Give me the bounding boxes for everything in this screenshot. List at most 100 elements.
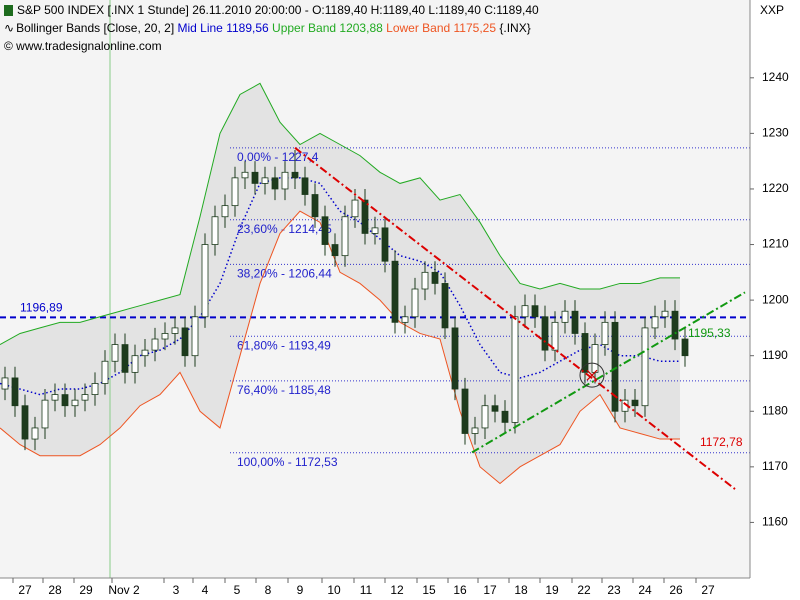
level-label: 0,00% - 1227,4 (237, 150, 319, 164)
h-line-label: 1196,89 (20, 301, 63, 315)
copyright: © www.tradesignalonline.com (4, 39, 162, 53)
x-tick-label: 27 (18, 583, 32, 597)
x-tick-label: 5 (234, 583, 241, 597)
band-line (0, 210, 680, 485)
candle (401, 305, 409, 334)
candle (631, 389, 639, 417)
candle-body (571, 310, 579, 334)
candle (491, 394, 499, 423)
y-tick-label: 1170 (762, 459, 788, 473)
y-tick-label: 1180 (762, 403, 788, 417)
candle-body (541, 316, 549, 351)
candle-body (11, 377, 19, 407)
candle-body (381, 227, 389, 262)
candle (11, 366, 19, 417)
candle (261, 166, 269, 195)
candle (1, 366, 9, 401)
candle (481, 394, 489, 440)
x-tick-label: 10 (327, 583, 341, 597)
x-tick-label: 27 (701, 583, 715, 597)
candle-body (501, 410, 509, 423)
candle-body (311, 194, 319, 218)
candle (181, 316, 189, 367)
candle-body (171, 327, 179, 334)
signal-cross (586, 369, 598, 381)
candle-body (61, 394, 69, 407)
candle-body (31, 427, 39, 440)
candle-body (321, 216, 329, 245)
candle (341, 205, 349, 267)
candle-body (591, 344, 599, 373)
x-axis-background (0, 578, 750, 600)
candle-body (161, 333, 169, 340)
x-tick-label: 16 (453, 583, 467, 597)
candle (651, 305, 659, 340)
candle (311, 183, 319, 228)
candle (51, 383, 59, 412)
candle-body (391, 260, 399, 323)
candle-body (131, 355, 139, 373)
candle-body (441, 283, 449, 329)
legend-entry: Upper Band 1203,88 (272, 21, 383, 35)
candle-body (281, 171, 289, 190)
candle (411, 277, 419, 328)
candle-body (431, 271, 439, 284)
header-title: S&P 500 INDEX [.INX 1 Stunde] 26.11.2010… (17, 3, 539, 17)
x-tick-label: 29 (79, 583, 93, 597)
signal-marker (579, 362, 605, 388)
candle (71, 389, 79, 417)
candle (581, 322, 589, 384)
trend-label: 1172,78 (700, 435, 743, 449)
candle-body (141, 349, 149, 357)
candle (121, 333, 129, 384)
candle-body (371, 227, 379, 234)
x-tick-label: 19 (545, 583, 559, 597)
candle-body (491, 405, 499, 412)
candle-body (411, 288, 419, 318)
candle (21, 394, 29, 451)
candle-body (521, 305, 529, 318)
candle-body (21, 405, 29, 440)
candle (601, 311, 609, 356)
candle-body (111, 344, 119, 362)
candle (211, 205, 219, 256)
candle-body (71, 399, 79, 407)
candle-body (291, 171, 299, 179)
x-tick-label: 24 (638, 583, 652, 597)
candle (551, 311, 559, 362)
corner-label: XXP (760, 3, 784, 17)
candle-body (201, 244, 209, 318)
candle (101, 350, 109, 395)
level-label: 76,40% - 1185,48 (237, 383, 331, 397)
candle-body (661, 310, 669, 318)
candle-body (671, 310, 679, 340)
x-tick-label: 17 (483, 583, 497, 597)
candle (331, 233, 339, 267)
candle (451, 316, 459, 401)
candle (291, 150, 299, 189)
candle (281, 161, 289, 201)
candle-body (51, 394, 59, 401)
candle (541, 305, 549, 362)
x-tick-label: 8 (265, 583, 272, 597)
candle (271, 166, 279, 201)
candle-body (511, 316, 519, 423)
y-axis-background (750, 0, 800, 600)
candle (441, 272, 449, 340)
x-tick-label: 12 (390, 583, 404, 597)
candle-body (341, 216, 349, 257)
candle-body (91, 383, 99, 395)
candle (141, 339, 149, 367)
candle (131, 344, 139, 384)
candle (511, 305, 519, 434)
trend-label: 1195,33 (688, 326, 731, 340)
candle (191, 305, 199, 367)
y-tick-label: 1230 (762, 126, 789, 140)
x-tick-label: 15 (422, 583, 436, 597)
candle-body (461, 388, 469, 434)
candle (681, 327, 689, 367)
indicator: Bollinger Bands [Close, 20, 2] (16, 21, 174, 35)
